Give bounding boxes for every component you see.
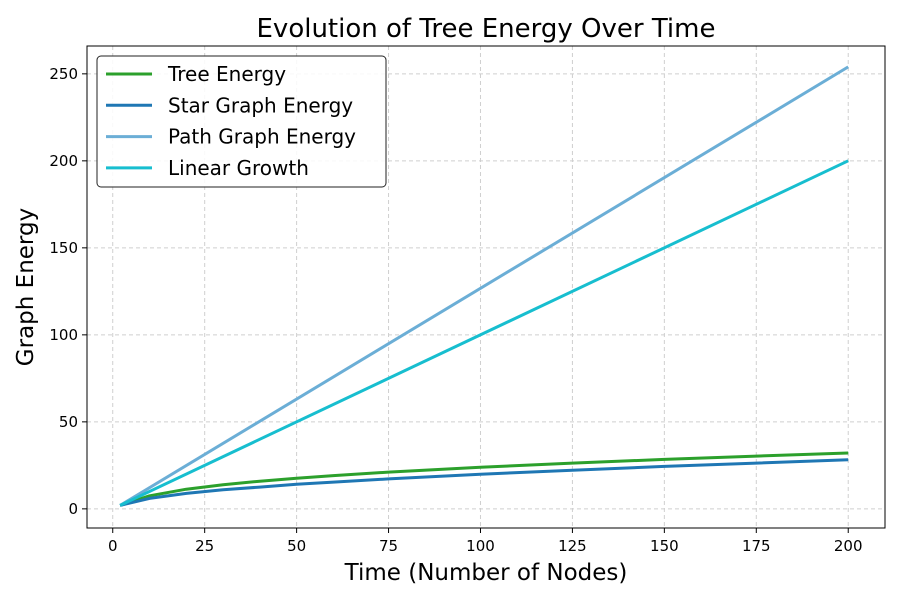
x-tick-label: 25	[195, 537, 214, 555]
x-tick-label: 125	[558, 537, 587, 555]
x-tick-label: 175	[742, 537, 771, 555]
legend-label-path-graph-energy: Path Graph Energy	[168, 125, 356, 149]
y-axis-label: Graph Energy	[13, 208, 39, 366]
legend: Tree Energy Star Graph Energy Path Graph E…	[96, 55, 387, 188]
y-tick-label: 100	[49, 326, 78, 344]
x-tick-label: 0	[108, 537, 118, 555]
tick-layer: 0 25 50 75 100 125 150 175 200 0 50 100 150 200 250	[49, 65, 862, 555]
series-layer	[119, 65, 849, 507]
linear-growth-line	[119, 159, 849, 507]
x-tick-label: 200	[834, 537, 863, 555]
path-graph-energy-line	[119, 65, 849, 507]
chart-title: Evolution of Tree Energy Over Time	[257, 14, 716, 44]
y-tick-label: 50	[59, 413, 78, 431]
star-graph-energy-line	[119, 458, 849, 507]
plot-frame	[86, 45, 886, 529]
x-axis-label: Time (Number of Nodes)	[344, 560, 628, 586]
legend-label-star-graph-energy: Star Graph Energy	[168, 93, 353, 117]
legend-label-linear-growth: Linear Growth	[168, 156, 309, 180]
x-tick-label: 150	[650, 537, 679, 555]
y-tick-label: 150	[49, 239, 78, 257]
tree-energy-line	[119, 451, 849, 507]
grid-layer	[87, 46, 885, 528]
x-tick-label: 100	[466, 537, 495, 555]
legend-box	[96, 55, 387, 188]
y-tick-label: 200	[49, 152, 78, 170]
x-tick-label: 75	[379, 537, 398, 555]
y-tick-label: 250	[49, 65, 78, 83]
x-tick-label: 50	[287, 537, 306, 555]
y-tick-label: 0	[68, 500, 78, 518]
legend-label-tree-energy: Tree Energy	[167, 62, 286, 86]
